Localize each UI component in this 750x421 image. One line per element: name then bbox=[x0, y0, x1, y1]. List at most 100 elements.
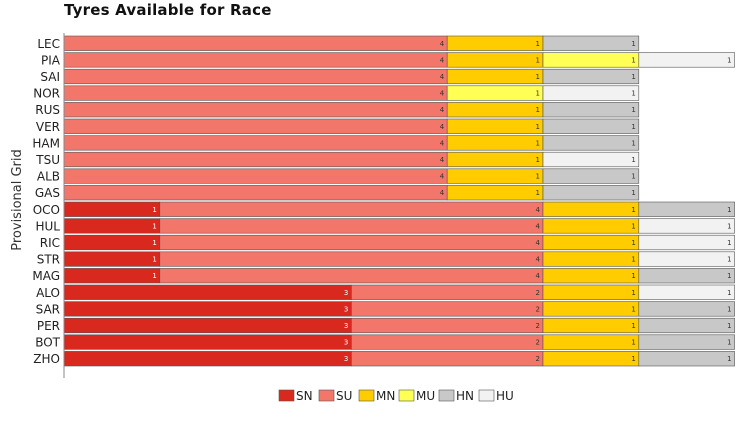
bar-value-label: 1 bbox=[727, 305, 731, 313]
bar-nor-su bbox=[63, 85, 448, 101]
bar-ver-hn bbox=[542, 118, 640, 134]
bar-tsu-hu bbox=[542, 151, 640, 168]
bar-value-label: 4 bbox=[536, 239, 541, 247]
bar-zho-sn bbox=[63, 351, 352, 367]
bar-mag-sn bbox=[63, 268, 161, 284]
y-tick-label-rus: RUS bbox=[35, 103, 60, 117]
y-tick-label-hul: HUL bbox=[36, 219, 61, 233]
bar-value-label: 3 bbox=[344, 322, 348, 330]
bar-ric-su bbox=[159, 234, 544, 251]
bar-value-label: 1 bbox=[631, 256, 635, 264]
bar-value-label: 1 bbox=[536, 73, 540, 81]
bar-str-hu bbox=[638, 251, 735, 267]
bar-alb-mn bbox=[446, 168, 544, 184]
bar-value-label: 1 bbox=[536, 156, 540, 164]
legend-label-hn: HN bbox=[456, 389, 474, 403]
bar-value-label: 4 bbox=[440, 90, 445, 98]
bar-pia-hu bbox=[638, 52, 735, 68]
y-tick-labels: LEC PIA SAI NOR RUS VER HAM TSU ALB GAS OCO HUL RIC S… bbox=[32, 37, 60, 366]
legend-swatch-sn bbox=[278, 389, 295, 402]
bar-rus-hn bbox=[542, 102, 640, 118]
bar-ver-su bbox=[63, 118, 448, 134]
bar-hul-su bbox=[159, 218, 544, 234]
bar-value-label: 1 bbox=[536, 56, 540, 64]
bar-value-label: 1 bbox=[631, 156, 635, 164]
bar-gas-su bbox=[63, 185, 448, 201]
bar-value-label: 1 bbox=[727, 222, 731, 230]
bar-str-sn bbox=[63, 251, 161, 267]
legend-label-su: SU bbox=[336, 389, 352, 403]
bar-value-label: 4 bbox=[536, 256, 541, 264]
y-axis-label: Provisional Grid bbox=[10, 149, 25, 251]
bar-sai-mn bbox=[446, 68, 544, 85]
bar-nor-hu bbox=[542, 85, 640, 101]
bar-value-label: 1 bbox=[152, 222, 156, 230]
bar-oco-su bbox=[159, 201, 544, 217]
y-tick-label-mag: MAG bbox=[32, 269, 60, 283]
bar-pia-mu bbox=[542, 52, 640, 68]
bar-nor-mu bbox=[446, 85, 544, 101]
bar-value-label: 1 bbox=[727, 256, 731, 264]
y-tick-label-lec: LEC bbox=[37, 37, 60, 51]
chart-title: Tyres Available for Race bbox=[64, 1, 272, 19]
bar-str-su bbox=[159, 251, 544, 267]
bar-value-label: 3 bbox=[344, 289, 348, 297]
bars-group: 4 1 1 4 1 1 1 4 1 1 4 1 1 4 1 1 4 1 1 4 1 1 4 1 1 4 1 1 4 1 1 1 4 1 1 1 4 1 1 1… bbox=[63, 35, 735, 367]
bar-gas-mn bbox=[446, 185, 544, 201]
bar-value-label: 1 bbox=[727, 322, 731, 330]
bar-ham-hn bbox=[542, 135, 640, 151]
bar-alb-su bbox=[63, 168, 448, 184]
bar-value-label: 3 bbox=[344, 305, 348, 313]
y-tick-label-per: PER bbox=[37, 319, 60, 333]
bar-value-label: 1 bbox=[631, 289, 635, 297]
bar-bot-hn bbox=[638, 334, 735, 350]
bar-value-label: 3 bbox=[344, 355, 348, 363]
bar-mag-hn bbox=[638, 268, 735, 284]
bar-value-label: 1 bbox=[152, 272, 156, 280]
legend-swatch-mu bbox=[398, 389, 415, 402]
y-tick-label-alo: ALO bbox=[36, 286, 60, 300]
y-tick-label-sai: SAI bbox=[40, 70, 60, 84]
bar-value-label: 1 bbox=[536, 139, 540, 147]
bar-value-label: 1 bbox=[727, 339, 731, 347]
bar-hul-sn bbox=[63, 218, 161, 234]
legend-label-mu: MU bbox=[416, 389, 435, 403]
bar-value-label: 4 bbox=[536, 222, 541, 230]
bar-zho-mn bbox=[542, 351, 640, 367]
legend-label-mn: MN bbox=[376, 389, 395, 403]
bar-value-label: 1 bbox=[727, 355, 731, 363]
bar-bot-su bbox=[351, 334, 544, 350]
bar-sai-hn bbox=[542, 68, 640, 85]
bar-sar-sn bbox=[63, 301, 352, 317]
y-tick-label-pia: PIA bbox=[41, 53, 61, 67]
bar-value-label: 1 bbox=[727, 272, 731, 280]
bar-value-label: 1 bbox=[536, 189, 540, 197]
bar-value-label: 2 bbox=[536, 305, 540, 313]
bar-value-label: 4 bbox=[440, 139, 445, 147]
y-tick-label-bot: BOT bbox=[35, 336, 60, 350]
legend-swatch-hu bbox=[478, 389, 495, 402]
bar-value-label: 1 bbox=[727, 206, 731, 214]
bar-value-label: 1 bbox=[631, 322, 635, 330]
bar-value-label: 1 bbox=[536, 40, 540, 48]
bar-value-label: 1 bbox=[536, 173, 540, 181]
bar-mag-su bbox=[159, 268, 544, 284]
bar-value-label: 1 bbox=[631, 222, 635, 230]
y-tick-label-tsu: TSU bbox=[35, 153, 60, 167]
bar-value-label: 4 bbox=[440, 106, 445, 114]
legend-label-hu: HU bbox=[496, 389, 514, 403]
bar-value-label: 2 bbox=[536, 339, 540, 347]
bar-value-label: 4 bbox=[440, 73, 445, 81]
bar-pia-su bbox=[63, 52, 448, 68]
bar-value-label: 4 bbox=[440, 123, 445, 131]
bar-value-label: 1 bbox=[631, 189, 635, 197]
bar-lec-su bbox=[63, 35, 448, 51]
bar-value-label: 1 bbox=[631, 40, 635, 48]
bar-tsu-mn bbox=[446, 151, 544, 168]
legend-swatch-su bbox=[318, 389, 335, 402]
bar-oco-hn bbox=[638, 201, 735, 217]
bar-mag-mn bbox=[542, 268, 640, 284]
bar-value-label: 2 bbox=[536, 322, 540, 330]
bar-alo-mn bbox=[542, 284, 640, 300]
